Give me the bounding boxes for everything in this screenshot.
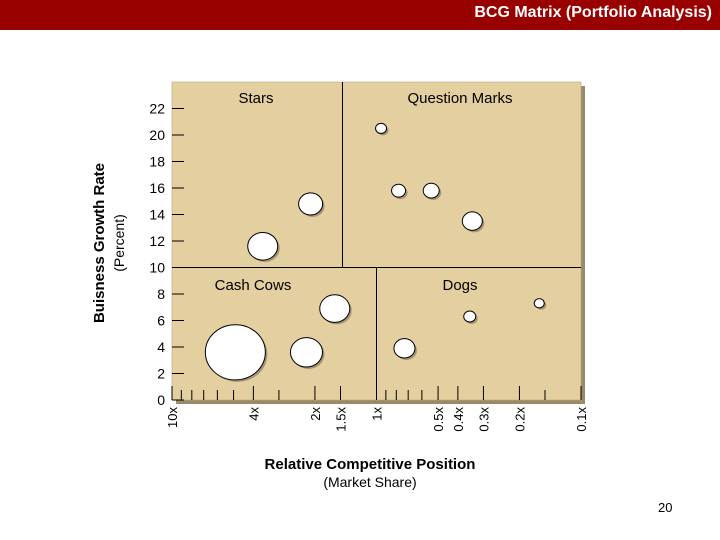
data-bubble [289,337,323,368]
slide-title: BCG Matrix (Portfolio Analysis) [474,4,712,21]
x-tick-label: 1.5x [333,407,348,432]
y-tick-label: 0 [157,392,165,408]
data-bubble [204,324,266,381]
y-tick-label: 16 [149,180,165,196]
data-bubble [422,182,440,199]
y-tick-label: 14 [149,207,165,223]
y-axis-subtitle: (Percent) [111,214,127,272]
data-bubble [375,122,388,134]
y-tick-label: 18 [149,154,165,170]
y-tick-label: 10 [149,260,165,276]
x-tick-label: 0.1x [574,407,589,432]
x-axis-subtitle: (Market Share) [323,474,416,490]
data-bubble [463,310,477,323]
data-bubble [247,232,279,261]
x-tick-label: 0.4x [451,407,466,432]
data-bubble [393,338,416,359]
y-tick-label: 20 [149,127,165,143]
y-tick-label: 6 [157,313,165,329]
page-number: 20 [658,500,673,515]
data-bubble [319,294,351,323]
quadrant-label-dogs: Dogs [442,277,477,294]
x-tick-label: 1x [370,407,385,421]
data-bubble [533,298,545,309]
y-axis-title: Buisness Growth Rate [91,163,108,323]
y-tick-label: 4 [157,339,165,355]
data-bubble [461,211,483,231]
x-tick-label: 0.5x [431,407,446,432]
x-axis-title: Relative Competitive Position [265,456,476,473]
x-tick-label: 4x [246,407,261,421]
y-tick-label: 22 [149,101,165,117]
data-bubble [391,183,407,198]
quadrant-label-stars: Stars [238,90,273,107]
y-tick-label: 2 [157,366,165,382]
title-bar: BCG Matrix (Portfolio Analysis) [0,0,720,30]
x-tick-label: 2x [308,407,323,421]
y-tick-label: 12 [149,233,165,249]
x-tick-label: 0.2x [512,407,527,432]
quadrant-label-cash-cows: Cash Cows [215,277,292,294]
data-bubble [298,192,324,216]
y-tick-label: 8 [157,286,165,302]
x-tick-label: 10x [165,407,180,428]
quadrant-label-question-marks: Question Marks [407,90,512,107]
x-tick-label: 0.3x [476,407,491,432]
